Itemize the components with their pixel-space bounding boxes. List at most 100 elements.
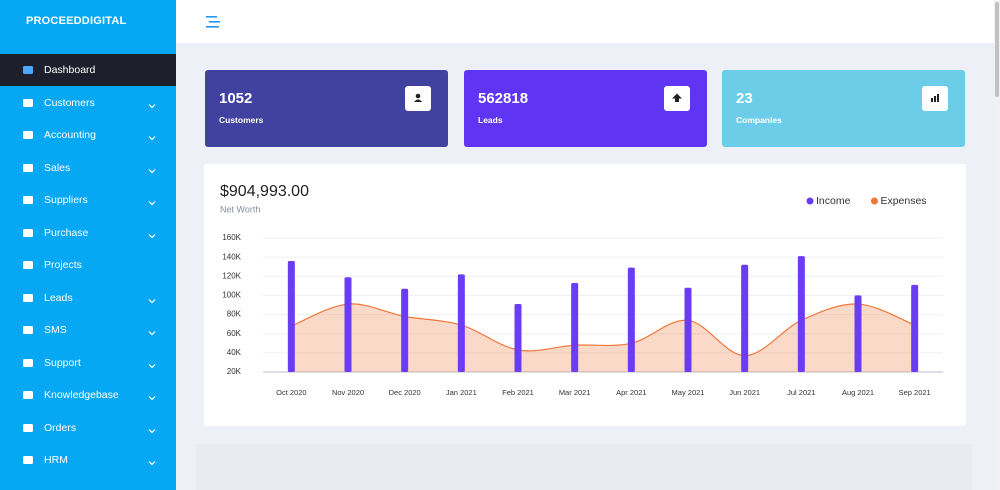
menu-label: Sales bbox=[44, 161, 71, 174]
x-tick-label: Aug 2021 bbox=[842, 388, 874, 397]
menu-label: SMS bbox=[44, 324, 67, 336]
bar bbox=[571, 282, 579, 372]
menu-label: Knowledgebase bbox=[44, 389, 119, 401]
menu-item[interactable]: Dashboard bbox=[0, 54, 176, 86]
chart: $904,993.00 Net Worth 20K 40K 60K 80K 100K 12… bbox=[220, 183, 943, 397]
legend-label: Expenses bbox=[880, 195, 926, 207]
legend-swatch bbox=[806, 197, 814, 205]
x-tick-label: May 2021 bbox=[672, 388, 705, 397]
chevron bbox=[148, 360, 156, 368]
x-tick-label: Sep 2021 bbox=[899, 388, 931, 397]
menu-icon bbox=[22, 130, 34, 140]
menu-label: Dashboard bbox=[44, 64, 96, 76]
menu-icon bbox=[22, 325, 34, 335]
footer-area bbox=[196, 444, 972, 490]
menu-item[interactable]: Suppliers bbox=[0, 184, 176, 216]
y-tick-label: 80K bbox=[227, 310, 242, 319]
chart-title: $904,993.00 bbox=[220, 183, 309, 200]
menu-icon bbox=[22, 228, 34, 238]
menu-icon bbox=[22, 163, 34, 173]
menu-label: Accounting bbox=[44, 129, 96, 141]
stat-label: Companies bbox=[736, 115, 782, 125]
menu-label: Orders bbox=[44, 421, 77, 434]
menu-icon bbox=[22, 358, 34, 368]
menu-item[interactable]: Purchase bbox=[0, 217, 176, 249]
bar bbox=[797, 256, 805, 372]
y-tick-label: 100K bbox=[222, 291, 241, 300]
menu-icon bbox=[22, 293, 34, 303]
scrollbar[interactable] bbox=[994, 0, 1000, 490]
x-tick-label: Oct 2020 bbox=[276, 388, 306, 397]
top-bar bbox=[176, 0, 994, 43]
menu-label: Customers bbox=[44, 96, 95, 109]
chart-subtitle: Net Worth bbox=[220, 204, 260, 214]
menu-icon bbox=[22, 390, 34, 400]
stat-value: 23 bbox=[736, 90, 753, 107]
menu-icon bbox=[22, 65, 34, 75]
chevron bbox=[148, 457, 156, 466]
x-tick-label: Jan 2021 bbox=[446, 388, 477, 397]
menu-item[interactable]: Knowledgebase bbox=[0, 379, 176, 411]
bar bbox=[741, 264, 749, 372]
menu-item[interactable]: Support bbox=[0, 347, 176, 379]
menu-item[interactable]: Projects bbox=[0, 249, 176, 281]
stat-icon bbox=[405, 86, 431, 111]
x-tick-label: Apr 2021 bbox=[616, 388, 646, 397]
chevron bbox=[148, 425, 156, 433]
x-tick-label: Nov 2020 bbox=[332, 388, 364, 397]
bar bbox=[401, 288, 409, 372]
menu-icon bbox=[22, 423, 34, 433]
y-tick-label: 20K bbox=[227, 367, 242, 376]
legend-label: Income bbox=[816, 195, 851, 207]
bar bbox=[627, 267, 635, 372]
y-tick-label: 140K bbox=[222, 252, 241, 261]
stat-card: 562818 Leads bbox=[464, 70, 707, 147]
x-tick-label: Dec 2020 bbox=[389, 388, 421, 397]
bar bbox=[457, 274, 465, 372]
stat-card: 23 Companies bbox=[722, 70, 965, 147]
y-tick-label: 120K bbox=[222, 271, 241, 280]
menu-item[interactable]: Customers bbox=[0, 87, 176, 119]
bar bbox=[514, 304, 522, 372]
bar bbox=[344, 277, 352, 372]
menu-item[interactable]: HRM bbox=[0, 444, 176, 476]
bar bbox=[287, 260, 295, 372]
menu-label: HRM bbox=[44, 454, 68, 466]
menu-label: Leads bbox=[44, 291, 73, 304]
menu-item[interactable]: Orders bbox=[0, 412, 176, 444]
sidebar: PROCEEDDIGITAL Dashboard Customers Account… bbox=[0, 0, 176, 490]
chevron bbox=[148, 197, 156, 206]
menu-label: Suppliers bbox=[44, 194, 88, 206]
stat-icon bbox=[922, 86, 948, 111]
chevron bbox=[148, 295, 156, 303]
stat-card: 1052 Customers bbox=[205, 70, 448, 147]
stat-icon bbox=[664, 86, 690, 111]
menu-icon bbox=[22, 195, 34, 205]
menu-label: Purchase bbox=[44, 226, 89, 239]
menu-icon bbox=[22, 98, 34, 108]
chart-panel: $904,993.00 Net Worth 20K 40K 60K 80K 100K 12… bbox=[204, 164, 966, 426]
stat-value: 1052 bbox=[219, 90, 253, 107]
chevron bbox=[148, 327, 156, 336]
chevron bbox=[148, 165, 156, 173]
menu-label: Support bbox=[44, 356, 81, 369]
menu-toggle[interactable] bbox=[206, 16, 222, 29]
x-tick-label: Jun 2021 bbox=[729, 388, 760, 397]
bar bbox=[911, 284, 919, 372]
menu-item[interactable]: Leads bbox=[0, 282, 176, 314]
menu-item[interactable]: Accounting bbox=[0, 119, 176, 151]
stat-label: Leads bbox=[478, 115, 503, 125]
y-tick-label: 60K bbox=[227, 329, 242, 338]
menu-label: Projects bbox=[44, 259, 82, 271]
y-tick-label: 160K bbox=[222, 233, 241, 242]
stat-label: Customers bbox=[219, 115, 264, 125]
menu-item[interactable]: Sales bbox=[0, 152, 176, 184]
menu-item[interactable]: SMS bbox=[0, 314, 176, 346]
chevron bbox=[148, 392, 156, 401]
x-tick-label: Mar 2021 bbox=[559, 388, 591, 397]
y-tick-label: 40K bbox=[227, 348, 242, 357]
chevron bbox=[148, 132, 156, 141]
stat-value: 562818 bbox=[478, 90, 529, 107]
bar bbox=[854, 295, 862, 372]
